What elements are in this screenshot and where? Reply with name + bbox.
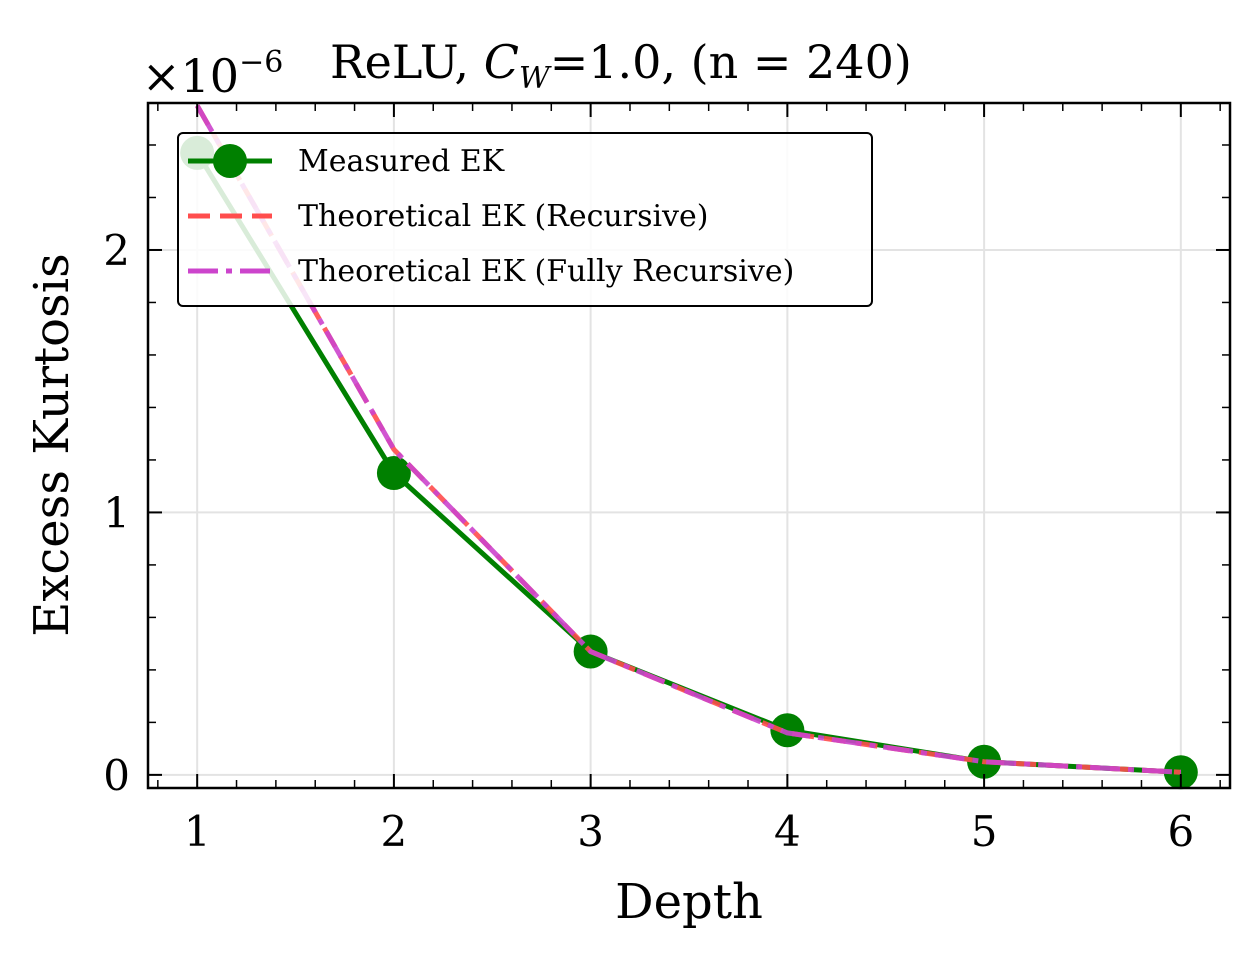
x-tick-label: 2 <box>381 807 408 856</box>
legend-entry-recursive: Theoretical EK (Recursive) <box>188 199 708 234</box>
x-axis-title: Depth <box>615 874 763 930</box>
plot-frame <box>146 101 1232 790</box>
y-tick-label: 1 <box>103 488 130 537</box>
y-axis-title: Excess Kurtosis <box>24 253 80 636</box>
y-tick-label: 0 <box>103 751 130 800</box>
x-tick-label: 1 <box>184 807 211 856</box>
series-line-2 <box>195 104 1181 775</box>
y-tick-label: 2 <box>103 226 130 275</box>
x-tick-label: 6 <box>1167 807 1194 856</box>
legend-label-fully-recursive: Theoretical EK (Fully Recursive) <box>298 254 794 289</box>
x-tick-label: 5 <box>971 807 998 856</box>
legend-entry-fully-recursive: Theoretical EK (Fully Recursive) <box>188 254 794 289</box>
legend-entry-measured: Measured EK <box>188 144 505 179</box>
x-tick-label: 3 <box>577 807 604 856</box>
legend-box <box>177 132 873 307</box>
x-tick-label: 4 <box>774 807 801 856</box>
legend-label-recursive: Theoretical EK (Recursive) <box>298 199 708 234</box>
ticks: 1 2 3 4 5 6 0 1 2 <box>103 103 1230 856</box>
chart-title: ReLU, CW=1.0, (n = 240) <box>330 35 912 96</box>
axis-multiplier: ×10−6 <box>142 45 283 103</box>
data-point <box>376 456 411 491</box>
legend-label-measured: Measured EK <box>298 144 505 179</box>
legend: Measured EK Theoretical EK (Recursive) T… <box>177 132 873 307</box>
